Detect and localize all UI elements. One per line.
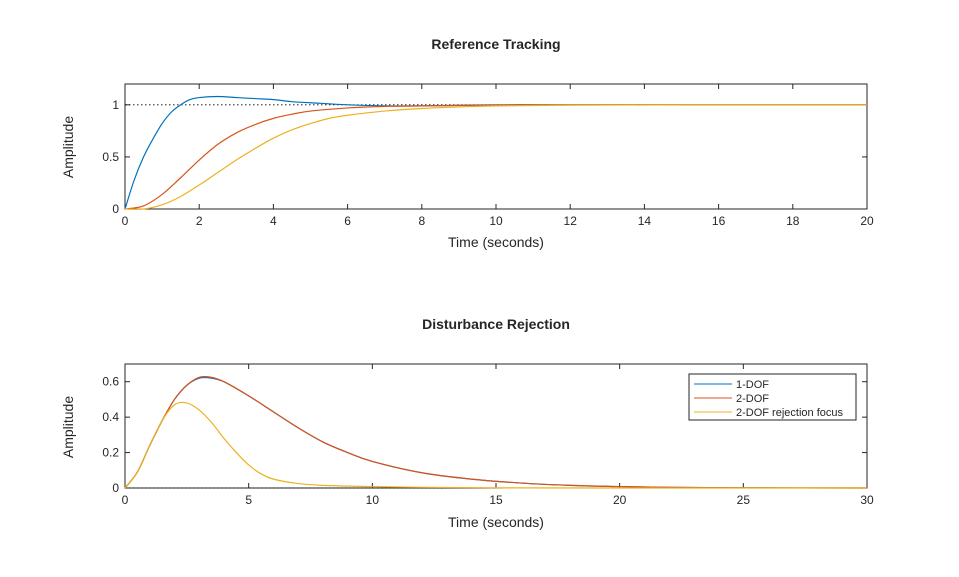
x-tick-label: 20 xyxy=(860,214,874,228)
legend-label-2-dof: 2-DOF xyxy=(736,393,769,405)
reference-tracking-axes: Reference Tracking 0 2 4 6 8 10 12 14 16 18 20 0 0.5… xyxy=(60,36,874,250)
legend-label-2-dof-rejection-focus: 2-DOF rejection focus xyxy=(736,407,843,419)
y-tick-label: 0.4 xyxy=(102,410,119,424)
x-tick-label: 15 xyxy=(489,493,503,507)
disturbance-rejection-lines xyxy=(124,375,868,489)
x-tick-label: 25 xyxy=(737,493,751,507)
x-tick-label: 18 xyxy=(786,214,800,228)
x-tick-label: 14 xyxy=(638,214,652,228)
x-tick-label: 4 xyxy=(270,214,277,228)
x-tick-label: 0 xyxy=(122,493,129,507)
x-tick-label: 12 xyxy=(564,214,578,228)
disturbance-rejection-axes: Disturbance Rejection 0 5 10 15 20 25 30 0 0.2 0.… xyxy=(60,316,874,530)
legend-label-1-dof: 1-DOF xyxy=(736,379,769,391)
disturbance-rejection-title: Disturbance Rejection xyxy=(422,316,570,332)
reference-tracking-ylabel: Amplitude xyxy=(60,116,76,178)
disturbance-rejection-ylabel: Amplitude xyxy=(60,396,76,458)
x-tick-label: 0 xyxy=(122,214,129,228)
x-tick-label: 6 xyxy=(344,214,351,228)
y-tick-label: 0.6 xyxy=(102,375,119,389)
y-tick-label: 0 xyxy=(112,481,119,495)
y-tick-label: 0.2 xyxy=(102,446,119,460)
series-line-2-dof-rejection-focus xyxy=(124,401,868,489)
legend: 1-DOF 2-DOF 2-DOF rejection focus xyxy=(688,373,857,421)
y-tick-label: 0 xyxy=(112,202,119,216)
reference-tracking-ticks: 0 2 4 6 8 10 12 14 16 18 20 0 0.5 1 xyxy=(102,84,874,228)
x-tick-label: 20 xyxy=(613,493,627,507)
x-tick-label: 2 xyxy=(196,214,203,228)
x-tick-label: 10 xyxy=(366,493,380,507)
reference-tracking-plot-area xyxy=(124,83,868,210)
reference-tracking-xlabel: Time (seconds) xyxy=(448,234,544,250)
disturbance-rejection-xlabel: Time (seconds) xyxy=(448,514,544,530)
x-tick-label: 5 xyxy=(245,493,252,507)
x-tick-label: 30 xyxy=(860,493,874,507)
x-tick-label: 10 xyxy=(489,214,503,228)
disturbance-rejection-ticks: 0 5 10 15 20 25 30 0 0.2 0.4 0.6 xyxy=(102,364,874,507)
reference-tracking-title: Reference Tracking xyxy=(431,36,560,52)
series-line-2-dof xyxy=(124,375,868,489)
x-tick-label: 16 xyxy=(712,214,726,228)
series-line-2-dof-rejection-focus xyxy=(124,104,868,210)
y-tick-label: 1 xyxy=(112,98,119,112)
y-tick-label: 0.5 xyxy=(102,150,119,164)
x-tick-label: 8 xyxy=(418,214,425,228)
reference-tracking-lines xyxy=(124,95,868,210)
